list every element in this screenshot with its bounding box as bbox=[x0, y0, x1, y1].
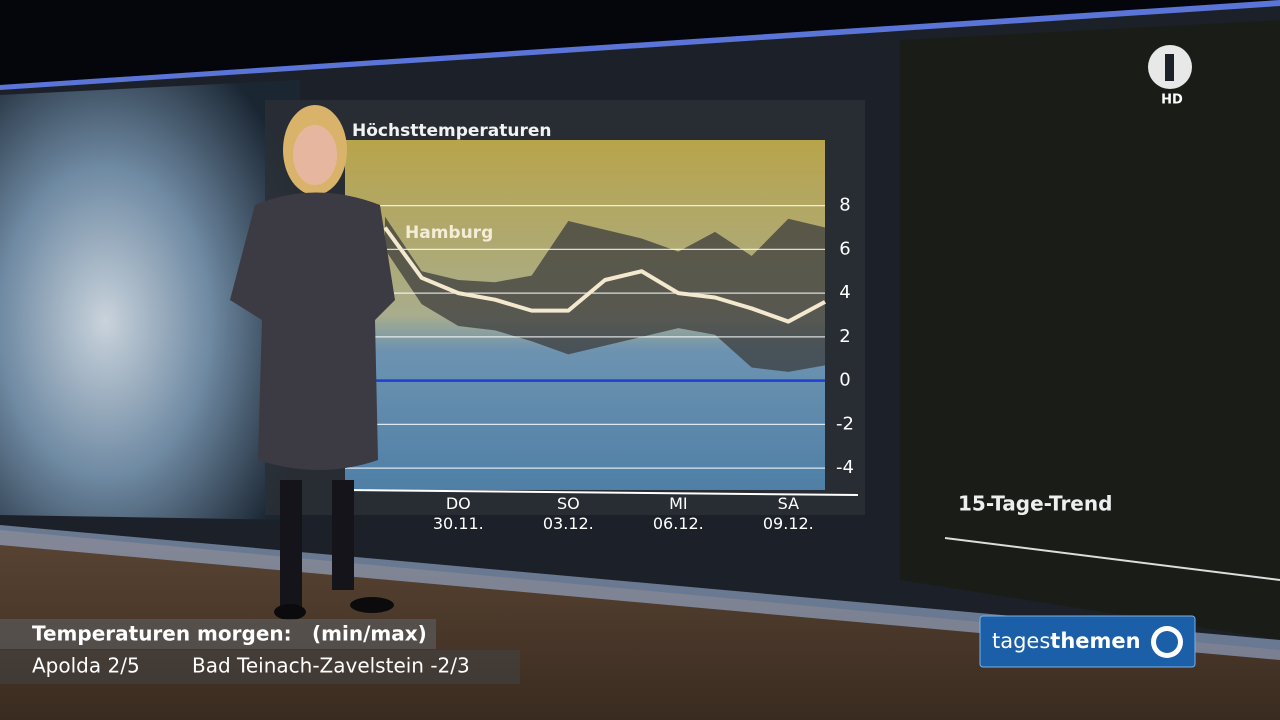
x-tick-line: MI bbox=[669, 494, 688, 513]
ticker-body-bg bbox=[0, 650, 520, 684]
y-tick-label: -4 bbox=[836, 457, 854, 478]
series-label: Hamburg bbox=[405, 223, 493, 243]
ticker-unit: (min/max) bbox=[312, 622, 427, 646]
x-tick-line: 06.12. bbox=[653, 514, 704, 533]
y-tick-label: 8 bbox=[839, 195, 850, 216]
x-tick-line: 30.11. bbox=[433, 514, 484, 533]
x-tick-label: MI 06.12. bbox=[653, 494, 704, 533]
x-tick-label: SO 03.12. bbox=[543, 494, 594, 533]
y-tick-label: 4 bbox=[839, 282, 850, 303]
range-band bbox=[385, 216, 825, 372]
y-tick-label: 2 bbox=[839, 326, 850, 347]
x-tick-line: 09.12. bbox=[763, 514, 814, 533]
show-logo-suffix: themen bbox=[1050, 629, 1140, 653]
x-tick-label: SA 09.12. bbox=[763, 494, 814, 533]
side-rule bbox=[944, 537, 1280, 581]
ticker-heading: Temperaturen morgen: bbox=[32, 622, 292, 646]
x-tick-line: SA bbox=[778, 494, 799, 513]
series-line bbox=[383, 226, 826, 324]
hd-badge: HD bbox=[1161, 93, 1183, 108]
x-tick-line: DO bbox=[446, 494, 471, 513]
x-axis bbox=[344, 489, 859, 496]
y-tick-label: -2 bbox=[836, 413, 854, 434]
floor-light bbox=[0, 525, 1280, 660]
show-logo-icon-inner bbox=[1156, 631, 1178, 653]
show-logo: tagesthemen bbox=[992, 629, 1141, 653]
presenter bbox=[230, 105, 395, 620]
show-logo-box bbox=[979, 615, 1196, 668]
show-logo-prefix: tages bbox=[992, 629, 1050, 653]
wall-edge bbox=[0, 0, 1280, 90]
y-tick-label: 6 bbox=[839, 238, 850, 259]
x-tick-line: 03.12. bbox=[543, 514, 594, 533]
ticker-head-bg bbox=[0, 619, 436, 649]
y-tick-label: 0 bbox=[839, 370, 850, 391]
night-map bbox=[900, 20, 1280, 640]
ard-logo: HD bbox=[1148, 45, 1192, 108]
x-tick-line: SO bbox=[557, 494, 580, 513]
ticker-item: Bad Teinach-Zavelstein -2/3 bbox=[192, 654, 470, 678]
chart: -4 -2 0 2 4 6 8 Hamburg DO 30.11. SO 03.12. MI 06.12.… bbox=[344, 195, 859, 533]
side-title: 15-Tage-Trend bbox=[958, 492, 1112, 516]
earth-image bbox=[0, 80, 300, 520]
chart-title: Höchsttemperaturen bbox=[352, 121, 552, 141]
ticker-item: Apolda 2/5 bbox=[32, 654, 140, 678]
x-tick-label: DO 30.11. bbox=[433, 494, 484, 533]
